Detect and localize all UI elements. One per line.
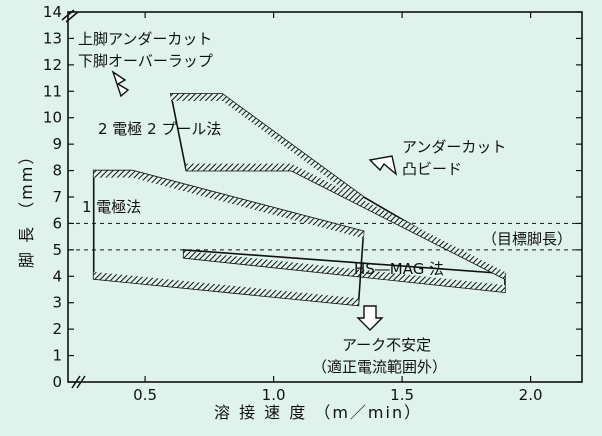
y-tick-label-12: 12 [43,56,62,74]
y-axis-title: 脚 長 （mm） [17,147,36,268]
y-tick-label-0: 0 [52,373,62,391]
x-tick-label-2: 1.5 [390,386,414,404]
x-tick-label-3: 2.0 [519,386,543,404]
y-tick-label-3: 3 [52,294,62,312]
y-tick-label-14: 14 [43,3,62,21]
y-tick-label-9: 9 [52,135,62,153]
arrow-down [356,305,384,331]
y-tick-label-2: 2 [52,320,62,338]
label-hs-mag: HS―MAG 法 [354,260,444,278]
annotation-convex-bead: 凸ビード [402,160,462,178]
y-tick-label-5: 5 [52,241,62,259]
process-regions [92,93,506,307]
y-tick-label-11: 11 [43,82,62,100]
y-tick-label-4: 4 [52,267,62,285]
region-2-outline [92,169,365,307]
x-tick-label-1: 1.0 [262,386,286,404]
annotation-overlap-lower: 下脚オーバーラップ [78,52,213,70]
annotation-undercut-upper: 上脚アンダーカット [78,30,212,48]
annotation-out-of-range: （適正電流範囲外） [312,358,447,376]
annotation-arrows [111,70,398,331]
x-axis-title: 溶 接 速 度 （m／min） [214,403,422,422]
y-tick-label-13: 13 [43,29,62,47]
label-1-electrode: 1 電極法 [82,198,141,216]
region-2-lower-hatch [93,271,359,306]
annotation-arc-unstable: アーク不安定 [342,336,431,354]
label-2-electrode: 2 電極 2 プール法 [98,120,221,138]
y-tick-label-8: 8 [52,162,62,180]
y-tick-label-10: 10 [43,109,62,127]
arrow-up-right [368,155,398,176]
arrow-up-left [111,70,130,98]
x-axis-break [71,375,86,389]
x-tick-label-0: 0.5 [133,386,157,404]
region-2-upper-hatch [93,170,364,239]
y-tick-label-6: 6 [52,214,62,232]
y-tick-label-7: 7 [52,188,62,206]
annotation-undercut: アンダーカット [402,138,506,156]
label-target-leg-length: （目標脚長） [482,230,572,248]
region-0-lower-hatch [183,250,505,293]
y-tick-label-1: 1 [52,347,62,365]
